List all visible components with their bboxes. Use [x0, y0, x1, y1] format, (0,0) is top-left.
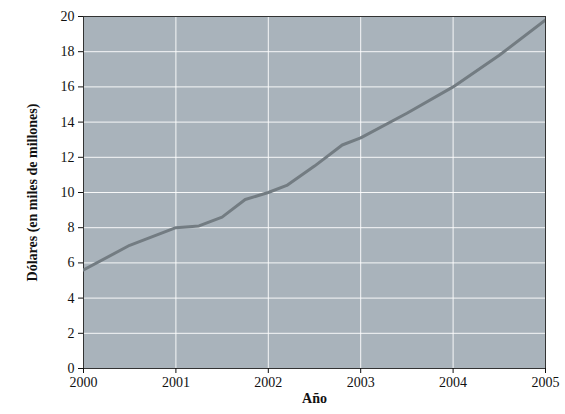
- svg-text:2: 2: [68, 326, 75, 341]
- svg-text:6: 6: [68, 255, 75, 270]
- svg-text:18: 18: [61, 44, 75, 59]
- svg-text:0: 0: [68, 361, 75, 376]
- svg-text:8: 8: [68, 220, 75, 235]
- svg-text:16: 16: [61, 79, 75, 94]
- svg-text:2003: 2003: [347, 375, 375, 390]
- svg-text:12: 12: [61, 150, 75, 165]
- svg-text:2001: 2001: [162, 375, 190, 390]
- svg-text:2004: 2004: [439, 375, 467, 390]
- svg-text:2002: 2002: [254, 375, 282, 390]
- svg-text:2005: 2005: [532, 375, 560, 390]
- svg-text:20: 20: [61, 9, 75, 24]
- svg-text:2000: 2000: [70, 375, 98, 390]
- svg-text:4: 4: [68, 291, 75, 306]
- svg-text:Año: Año: [302, 391, 327, 406]
- svg-text:10: 10: [61, 185, 75, 200]
- svg-text:14: 14: [61, 115, 75, 130]
- svg-text:Dólares (en miles de millones): Dólares (en miles de millones): [25, 103, 41, 281]
